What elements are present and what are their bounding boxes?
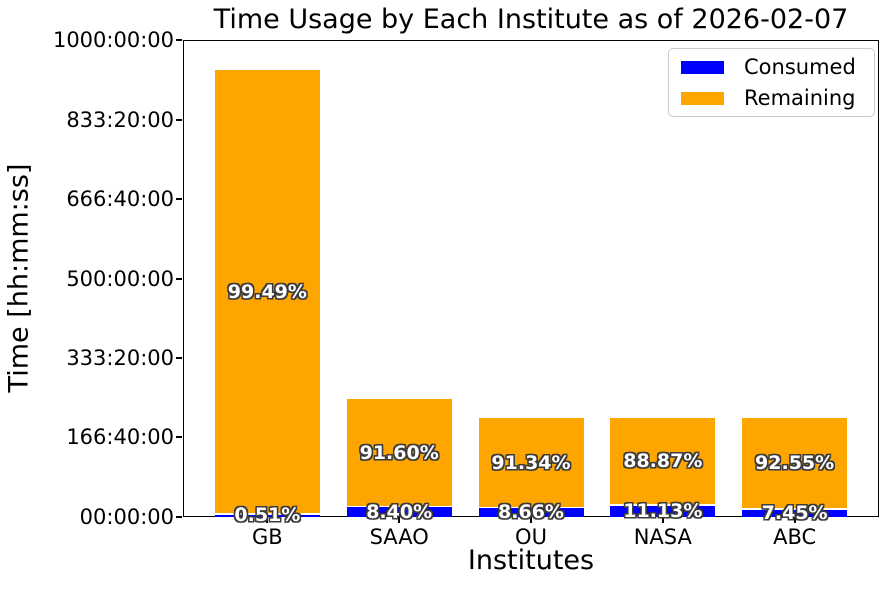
y-tick (176, 357, 182, 359)
x-tick-label-NASA: NASA (633, 525, 692, 549)
bar-consumed-ABC (742, 509, 848, 517)
bar-remaining-ABC (742, 418, 848, 509)
legend-label-consumed: Consumed (744, 55, 856, 79)
y-tick-label: 166:40:00 (66, 425, 174, 450)
label-consumed-NASA: 11.13% (623, 499, 703, 522)
label-consumed-SAAO: 8.40% (366, 500, 433, 523)
y-tick (176, 197, 182, 200)
label-consumed-GB: 0.51% (234, 504, 301, 527)
label-remaining-NASA: 88.87% (623, 450, 703, 473)
y-tick (176, 516, 182, 518)
y-tick (176, 118, 182, 121)
chart-title: Time Usage by Each Institute as of 2026-… (213, 4, 849, 35)
x-tick (530, 517, 532, 523)
bar-remaining-GB (214, 70, 320, 514)
bar-remaining-NASA (610, 417, 716, 505)
x-tick (793, 517, 796, 523)
y-tick-label: 833:20:00 (66, 107, 174, 132)
x-tick-label-SAAO: SAAO (369, 525, 429, 549)
y-tick (176, 39, 182, 41)
x-tick (398, 517, 401, 523)
bar-consumed-OU (478, 508, 584, 517)
bar-remaining-SAAO (346, 399, 452, 506)
label-remaining-OU: 91.34% (491, 451, 571, 474)
y-tick (176, 277, 182, 280)
x-tick-label-ABC: ABC (773, 525, 817, 549)
label-remaining-GB: 99.49% (227, 280, 307, 303)
y-tick-label: 333:20:00 (66, 346, 174, 370)
y-tick-label: 666:40:00 (66, 186, 174, 211)
legend-swatch-consumed-icon (681, 60, 724, 74)
bar-remaining-OU (478, 417, 584, 507)
y-tick-label: 500:00:00 (66, 266, 174, 291)
label-remaining-SAAO: 91.60% (359, 441, 439, 464)
x-tick-label-GB: GB (252, 525, 283, 549)
label-remaining-ABC: 92.55% (755, 452, 835, 475)
legend-row-consumed: Consumed (681, 55, 862, 79)
y-tick-label: 1000:00:00 (52, 28, 174, 52)
y-tick-label: 00:00:00 (79, 505, 174, 529)
legend-swatch-remaining-icon (681, 91, 724, 105)
bar-consumed-GB (214, 514, 320, 517)
label-consumed-ABC: 7.45% (761, 501, 828, 524)
legend-row-remaining: Remaining (681, 86, 862, 110)
x-tick (266, 517, 269, 523)
bar-consumed-NASA (610, 505, 716, 517)
x-tick (661, 517, 664, 523)
x-axis-label: Institutes (467, 545, 595, 576)
label-consumed-OU: 8.66% (498, 501, 564, 524)
x-tick-label-OU: OU (515, 525, 547, 549)
legend: Consumed Remaining (668, 48, 875, 117)
y-tick (176, 436, 182, 439)
bar-consumed-SAAO (346, 507, 452, 517)
legend-label-remaining: Remaining (744, 86, 856, 110)
